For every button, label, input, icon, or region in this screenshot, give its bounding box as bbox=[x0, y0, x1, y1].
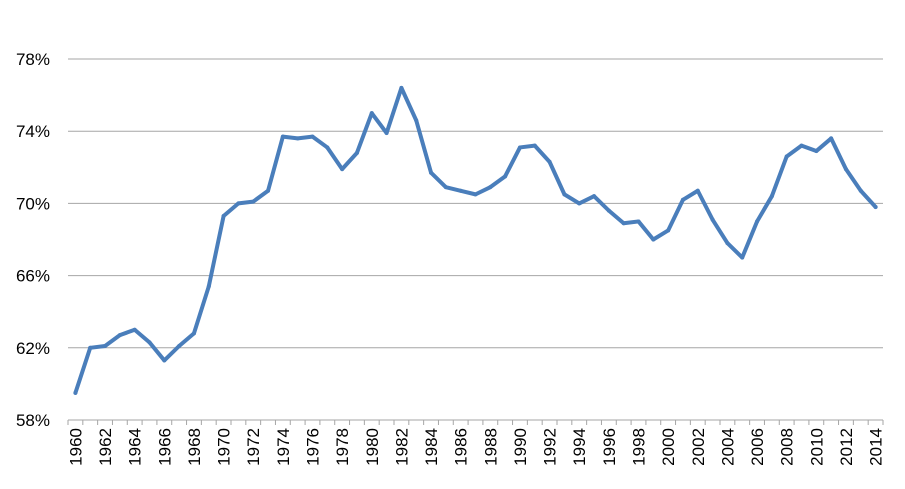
data-point bbox=[606, 208, 611, 213]
x-tick-label: 1962 bbox=[96, 428, 115, 466]
x-tick-label: 1998 bbox=[630, 428, 649, 466]
x-tick-label: 1986 bbox=[452, 428, 471, 466]
y-tick-label: 58% bbox=[16, 411, 50, 430]
x-tick-label: 2004 bbox=[718, 428, 737, 466]
data-point bbox=[162, 358, 167, 363]
x-tick-label: 1984 bbox=[422, 428, 441, 466]
data-point bbox=[843, 167, 848, 172]
data-point bbox=[680, 197, 685, 202]
y-tick-label: 74% bbox=[16, 122, 50, 141]
data-point bbox=[414, 118, 419, 123]
data-point bbox=[251, 199, 256, 204]
data-point bbox=[103, 343, 108, 348]
data-point bbox=[858, 188, 863, 193]
data-point bbox=[354, 150, 359, 155]
x-tick-label: 1966 bbox=[155, 428, 174, 466]
data-point bbox=[88, 345, 93, 350]
x-tick-label: 2008 bbox=[778, 428, 797, 466]
x-tick-label: 1982 bbox=[392, 428, 411, 466]
x-tick-label: 1968 bbox=[185, 428, 204, 466]
x-tick-label: 2006 bbox=[748, 428, 767, 466]
data-point bbox=[369, 111, 374, 116]
data-point bbox=[829, 136, 834, 141]
x-tick-label: 1992 bbox=[541, 428, 560, 466]
x-tick-label: 1970 bbox=[215, 428, 234, 466]
data-point bbox=[695, 188, 700, 193]
data-point bbox=[592, 194, 597, 199]
data-point bbox=[769, 194, 774, 199]
data-point bbox=[814, 149, 819, 154]
data-point bbox=[666, 228, 671, 233]
data-point bbox=[562, 192, 567, 197]
data-point bbox=[325, 145, 330, 150]
x-tick-label: 1994 bbox=[570, 428, 589, 466]
data-point bbox=[399, 85, 404, 90]
data-point bbox=[384, 131, 389, 136]
x-tick-label: 1980 bbox=[363, 428, 382, 466]
data-point bbox=[755, 219, 760, 224]
x-tick-label: 2002 bbox=[689, 428, 708, 466]
x-tick-label: 2000 bbox=[659, 428, 678, 466]
data-point bbox=[740, 255, 745, 260]
y-tick-label: 66% bbox=[16, 267, 50, 286]
data-point bbox=[310, 134, 315, 139]
data-point bbox=[191, 331, 196, 336]
data-point bbox=[651, 237, 656, 242]
data-point bbox=[295, 136, 300, 141]
data-point bbox=[266, 188, 271, 193]
data-point bbox=[473, 192, 478, 197]
x-tick-label: 2014 bbox=[867, 428, 886, 466]
data-point bbox=[784, 154, 789, 159]
x-axis-tick-marks bbox=[67, 420, 884, 425]
x-tick-label: 1996 bbox=[600, 428, 619, 466]
x-tick-label: 1972 bbox=[244, 428, 263, 466]
data-point bbox=[636, 219, 641, 224]
data-point bbox=[117, 333, 122, 338]
data-point bbox=[340, 167, 345, 172]
data-point bbox=[73, 390, 78, 395]
x-tick-label: 1990 bbox=[511, 428, 530, 466]
data-point bbox=[458, 188, 463, 193]
data-point bbox=[577, 201, 582, 206]
x-tick-label: 2010 bbox=[807, 428, 826, 466]
x-tick-label: 1960 bbox=[66, 428, 85, 466]
data-point bbox=[873, 205, 878, 210]
y-tick-label: 62% bbox=[16, 339, 50, 358]
gridlines bbox=[68, 58, 883, 349]
data-point bbox=[547, 159, 552, 164]
data-point bbox=[710, 217, 715, 222]
data-point bbox=[206, 284, 211, 289]
x-tick-label: 1988 bbox=[481, 428, 500, 466]
x-tick-label: 1976 bbox=[304, 428, 323, 466]
data-point bbox=[488, 185, 493, 190]
data-point bbox=[621, 221, 626, 226]
data-point bbox=[132, 327, 137, 332]
data-point bbox=[177, 343, 182, 348]
x-axis-tick-labels: 1960 1962 1964 1966 1968 1970 1972 1974 1976 1978… bbox=[66, 428, 885, 466]
data-point bbox=[503, 174, 508, 179]
data-point bbox=[221, 214, 226, 219]
data-point bbox=[429, 170, 434, 175]
data-point bbox=[236, 201, 241, 206]
x-tick-label: 1964 bbox=[126, 428, 145, 466]
data-point bbox=[725, 241, 730, 246]
data-point bbox=[147, 340, 152, 345]
data-point bbox=[799, 143, 804, 148]
data-point bbox=[517, 145, 522, 150]
y-tick-label: 70% bbox=[16, 194, 50, 213]
y-tick-label: 78% bbox=[16, 50, 50, 69]
y-axis-tick-labels: 58% 62% 66% 70% 74% 78% bbox=[16, 50, 50, 430]
data-point bbox=[280, 134, 285, 139]
x-tick-label: 1978 bbox=[333, 428, 352, 466]
x-tick-label: 2012 bbox=[837, 428, 856, 466]
x-tick-label: 1974 bbox=[274, 428, 293, 466]
data-point bbox=[443, 185, 448, 190]
data-point bbox=[532, 143, 537, 148]
series-line bbox=[73, 85, 878, 395]
data-points bbox=[73, 85, 878, 395]
